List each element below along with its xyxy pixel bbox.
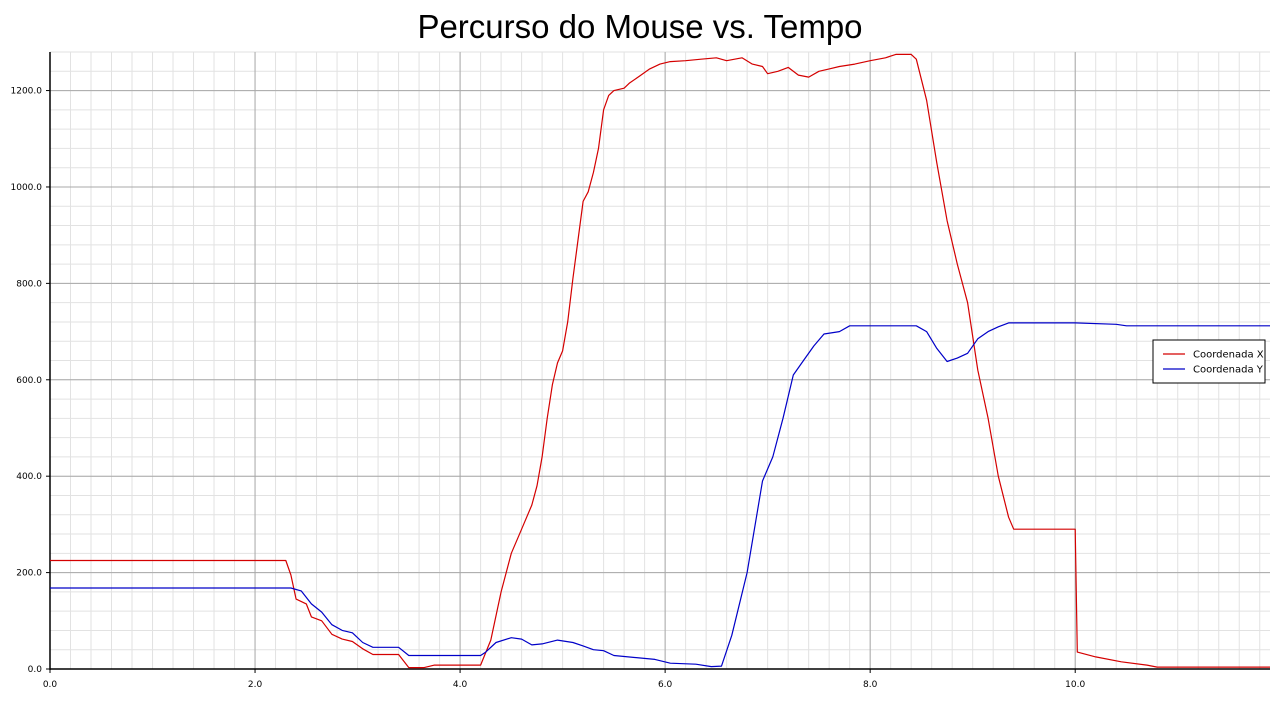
legend: Coordenada X Coordenada Y [1152, 339, 1266, 384]
legend-box [1152, 339, 1266, 384]
y-tick-label: 1000.0 [11, 183, 43, 193]
tick-labels: 0.0 2.0 4.0 6.0 8.0 10.0 0.0 200.0 400.0 600.0 800… [11, 87, 1086, 690]
chart-title: Percurso do Mouse vs. Tempo [417, 8, 863, 45]
y-tick-label: 600.0 [16, 376, 42, 386]
x-tick-label: 6.0 [658, 680, 673, 690]
minor-grid [49, 51, 1270, 670]
series-lines [50, 53, 1270, 669]
x-tick-label: 2.0 [248, 680, 263, 690]
y-tick-label: 800.0 [16, 279, 42, 289]
x-tick-label: 0.0 [43, 680, 58, 690]
series-line-coordenada-y [50, 322, 1270, 668]
y-tick-label: 200.0 [16, 569, 42, 579]
x-tick-label: 10.0 [1065, 680, 1085, 690]
x-tick-label: 4.0 [453, 680, 468, 690]
axes [46, 52, 1270, 673]
series-line-coordenada-x [50, 53, 1270, 669]
y-tick-label: 0.0 [28, 665, 43, 675]
legend-label: Coordenada X [1193, 350, 1264, 361]
y-tick-label: 400.0 [16, 472, 42, 482]
y-tick-label: 1200.0 [11, 87, 43, 97]
x-tick-label: 8.0 [863, 680, 878, 690]
legend-label: Coordenada Y [1193, 365, 1264, 376]
